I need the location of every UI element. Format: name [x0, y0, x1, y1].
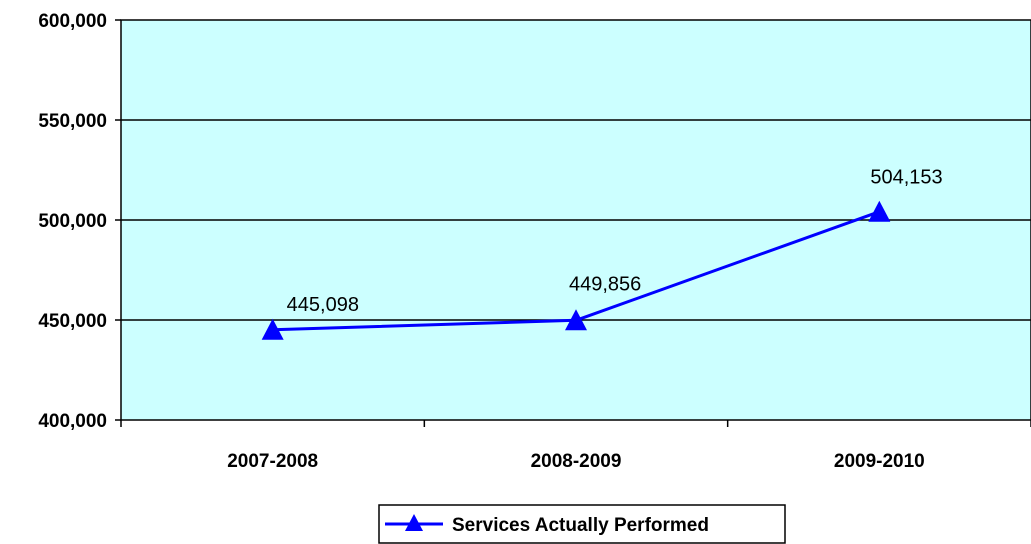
- y-tick-label: 500,000: [38, 211, 107, 232]
- y-tick-label: 600,000: [38, 11, 107, 32]
- legend-marker-triangle-icon: [405, 514, 423, 531]
- y-axis-tick-labels: 400,000 450,000 500,000 550,000 600,000: [38, 11, 107, 432]
- y-tick-label: 400,000: [38, 411, 107, 432]
- x-axis-tick-labels: 2007-2008 2008-2009 2009-2010: [227, 451, 925, 472]
- x-tick-label: 2009-2010: [834, 451, 925, 472]
- data-point-triangle: [261, 318, 284, 340]
- legend: Services Actually Performed: [378, 504, 786, 544]
- data-labels: 445,098 449,856 504,153: [287, 167, 943, 316]
- data-label: 504,153: [870, 167, 942, 189]
- x-tick-label: 2007-2008: [227, 451, 318, 472]
- legend-label: Services Actually Performed: [452, 515, 709, 536]
- legend-box: [378, 504, 786, 544]
- data-label: 449,856: [569, 273, 641, 295]
- data-label: 445,098: [287, 294, 359, 316]
- axes: [115, 19, 1031, 427]
- x-tick-label: 2008-2009: [531, 451, 622, 472]
- y-tick-label: 450,000: [38, 311, 107, 332]
- data-series: [261, 200, 891, 340]
- data-point-triangle: [565, 309, 587, 331]
- y-tick-label: 550,000: [38, 111, 107, 132]
- data-point-triangle: [868, 200, 891, 222]
